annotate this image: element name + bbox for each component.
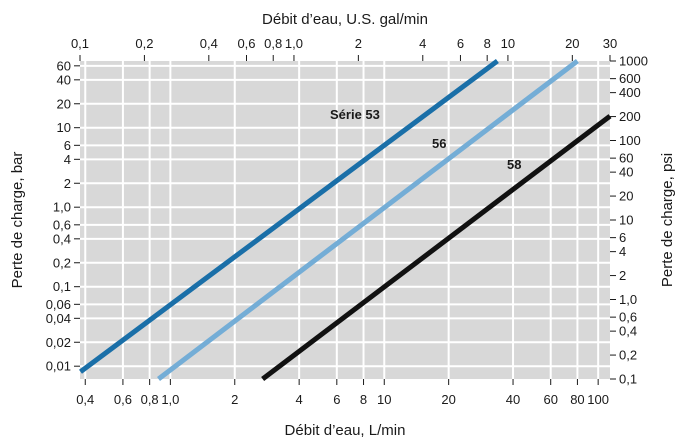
y2-tick-label: 0,4 xyxy=(619,324,637,339)
x-tick-label: 8 xyxy=(360,392,367,407)
y2-tick-label: 40 xyxy=(619,165,633,180)
x2-tick-label: 0,2 xyxy=(135,36,153,51)
x-tick-label: 100 xyxy=(587,392,609,407)
series-line xyxy=(261,114,612,381)
x2-tick-label: 20 xyxy=(565,36,579,51)
x-tick-label: 4 xyxy=(296,392,303,407)
x-tick-label: 0,8 xyxy=(141,392,159,407)
y-tick-label: 10 xyxy=(57,120,71,135)
y-tick-label: 0,04 xyxy=(46,311,71,326)
x2-axis-title: Débit d’eau, U.S. gal/min xyxy=(262,11,428,28)
x-tick-label: 20 xyxy=(441,392,455,407)
y-axis-title: Perte de charge, bar xyxy=(9,152,26,289)
x2-tick-label: 0,4 xyxy=(200,36,218,51)
y2-tick-label: 6 xyxy=(619,230,626,245)
y2-tick-label: 400 xyxy=(619,85,641,100)
x2-tick-label: 0,1 xyxy=(71,36,89,51)
y2-tick-label: 200 xyxy=(619,109,641,124)
x2-tick-label: 0,8 xyxy=(264,36,282,51)
x-tick-label: 6 xyxy=(333,392,340,407)
grid xyxy=(80,61,610,379)
x-tick-label: 80 xyxy=(570,392,584,407)
series-label: Série 53 xyxy=(330,107,380,122)
x2-tick-label: 6 xyxy=(457,36,464,51)
y2-tick-label: 100 xyxy=(619,133,641,148)
y2-tick-label: 0,1 xyxy=(619,372,637,387)
series-line xyxy=(156,59,579,381)
series-lines xyxy=(78,58,612,381)
y2-tick-label: 20 xyxy=(619,189,633,204)
y-tick-label: 0,2 xyxy=(53,255,71,270)
y2-tick-label: 1000 xyxy=(619,54,648,69)
x-tick-label: 2 xyxy=(231,392,238,407)
y-tick-label: 60 xyxy=(57,58,71,73)
x-axis-title: Débit d’eau, L/min xyxy=(285,422,406,439)
y-tick-label: 0,06 xyxy=(46,297,71,312)
plot-background xyxy=(80,61,610,379)
y-tick-label: 0,4 xyxy=(53,231,71,246)
y-tick-label: 4 xyxy=(64,152,71,167)
y-tick-label: 40 xyxy=(57,72,71,87)
series-labels: Série 53 56 58 xyxy=(330,107,521,172)
x2-tick-label: 0,6 xyxy=(237,36,255,51)
x-tick-label: 1,0 xyxy=(161,392,179,407)
y2-tick-label: 0,6 xyxy=(619,310,637,325)
series-label: 58 xyxy=(507,157,521,172)
y2-tick-label: 4 xyxy=(619,244,626,259)
x2-tick-label: 2 xyxy=(355,36,362,51)
y-tick-label: 0,02 xyxy=(46,335,71,350)
y-tick-label: 0,01 xyxy=(46,359,71,374)
x-tick-label: 0,6 xyxy=(114,392,132,407)
y-tick-label: 6 xyxy=(64,138,71,153)
y-tick-label: 1,0 xyxy=(53,200,71,215)
x2-tick-label: 10 xyxy=(501,36,515,51)
x-tick-label: 60 xyxy=(543,392,557,407)
y2-tick-label: 600 xyxy=(619,71,641,86)
x2-tick-label: 1,0 xyxy=(285,36,303,51)
y2-tick-label: 0,2 xyxy=(619,348,637,363)
y2-tick-label: 1,0 xyxy=(619,292,637,307)
x2-tick-label: 8 xyxy=(484,36,491,51)
x-tick-label: 10 xyxy=(377,392,391,407)
y2-tick-label: 60 xyxy=(619,151,633,166)
y2-tick-label: 10 xyxy=(619,213,633,228)
x-tick-label: 0,4 xyxy=(76,392,94,407)
y-tick-label: 0,6 xyxy=(53,217,71,232)
series-line xyxy=(78,58,499,374)
axes-ticks: 0,4 0,6 0,8 1,0 2 4 6 8 10 20 40 60 80 1000,1 0,2 0,4 0,… xyxy=(46,36,648,407)
x-tick-label: 40 xyxy=(506,392,520,407)
y-tick-label: 2 xyxy=(64,176,71,191)
y2-axis-title: Perte de charge, psi xyxy=(659,153,676,287)
y-tick-label: 0,1 xyxy=(53,279,71,294)
y-tick-label: 20 xyxy=(57,96,71,111)
y2-tick-label: 2 xyxy=(619,268,626,283)
x2-tick-label: 30 xyxy=(603,36,617,51)
x2-tick-label: 4 xyxy=(419,36,426,51)
series-label: 56 xyxy=(432,136,446,151)
